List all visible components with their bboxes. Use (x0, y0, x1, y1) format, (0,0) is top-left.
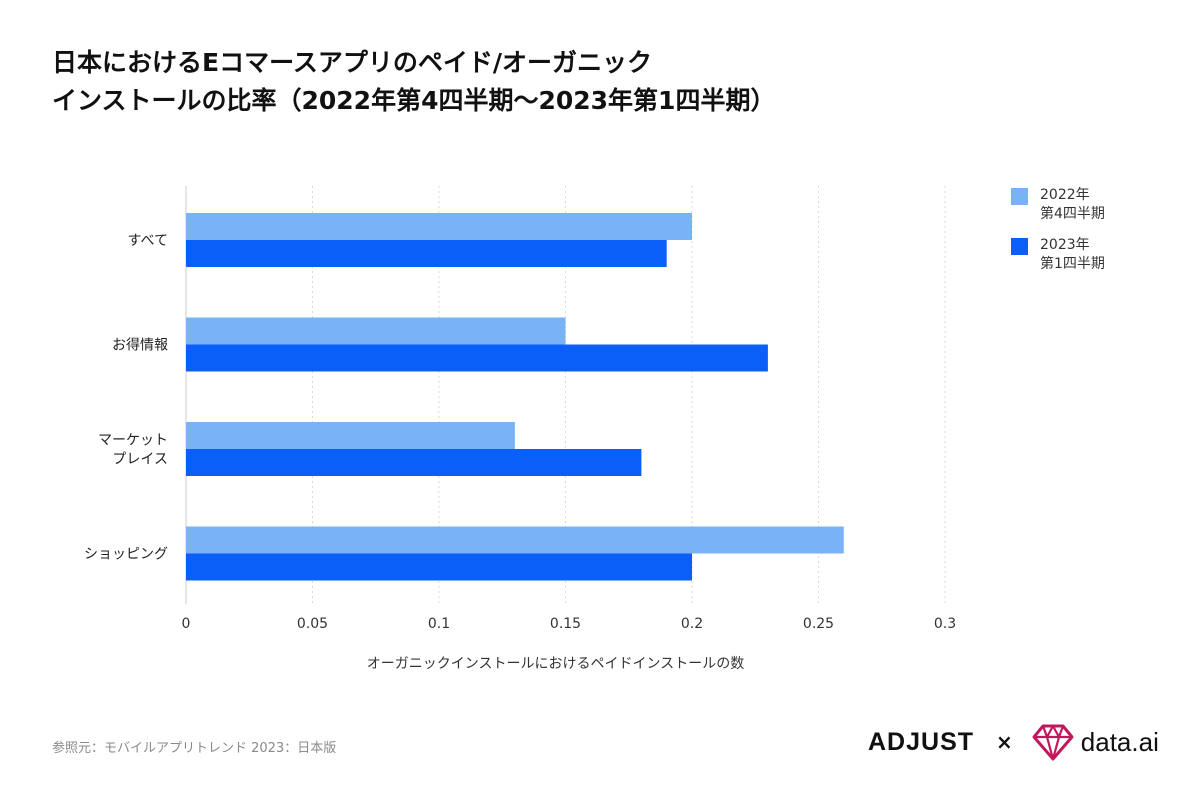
legend-label-line: 2022年 (1040, 187, 1090, 203)
bar (186, 317, 566, 345)
x-tick-label: 0.2 (681, 616, 703, 632)
chart-title-line-2: インストールの比率（2022年第4四半期〜2023年第1四半期） (52, 86, 776, 115)
logo-bar: ADJUST × data.ai (868, 720, 1159, 764)
chart-title-line-1: 日本におけるEコマースアプリのペイド/オーガニック (52, 48, 652, 77)
legend-item: 2022年第4四半期 (1011, 186, 1171, 224)
dataai-logo-text: data.ai (1080, 726, 1159, 757)
chart-legend: 2022年第4四半期 2023年第1四半期 (1011, 186, 1171, 286)
category-label: すべて (128, 233, 168, 249)
x-tick-label: 0.05 (297, 616, 328, 632)
x-tick-label: 0.1 (428, 616, 450, 632)
adjust-logo: ADJUST (868, 727, 975, 756)
bar (186, 526, 844, 554)
bar (186, 449, 642, 476)
legend-label-line: 2023年 (1040, 237, 1090, 253)
x-tick-label: 0 (182, 616, 191, 632)
x-tick-label: 0.25 (803, 616, 834, 632)
legend-swatch (1011, 188, 1028, 205)
source-note: 参照元：モバイルアプリトレンド 2023：日本版 (52, 741, 337, 756)
legend-label: 2022年第4四半期 (1040, 186, 1105, 224)
category-label: プレイス (112, 452, 168, 468)
bar (186, 422, 515, 449)
x-axis-title: オーガニックインストールにおけるペイドインストールの数 (367, 656, 744, 672)
legend-label: 2023年第1四半期 (1040, 236, 1105, 274)
legend-label-line: 第4四半期 (1040, 206, 1105, 222)
bar (186, 213, 692, 240)
diamond-logo-icon (1032, 724, 1074, 761)
legend-swatch (1011, 238, 1028, 255)
bar (186, 553, 692, 581)
category-label: マーケット (98, 433, 168, 449)
category-label: ショッピング (84, 547, 168, 563)
bar (186, 344, 768, 372)
chart-title: 日本におけるEコマースアプリのペイド/オーガニック インストールの比率（2022… (52, 44, 775, 120)
bar (186, 240, 667, 267)
x-tick-label: 0.3 (934, 616, 956, 632)
legend-item: 2023年第1四半期 (1011, 236, 1171, 274)
logo-separator: × (996, 730, 1013, 754)
x-tick-label: 0.15 (550, 616, 581, 632)
legend-label-line: 第1四半期 (1040, 256, 1105, 272)
category-label: お得情報 (112, 337, 168, 354)
